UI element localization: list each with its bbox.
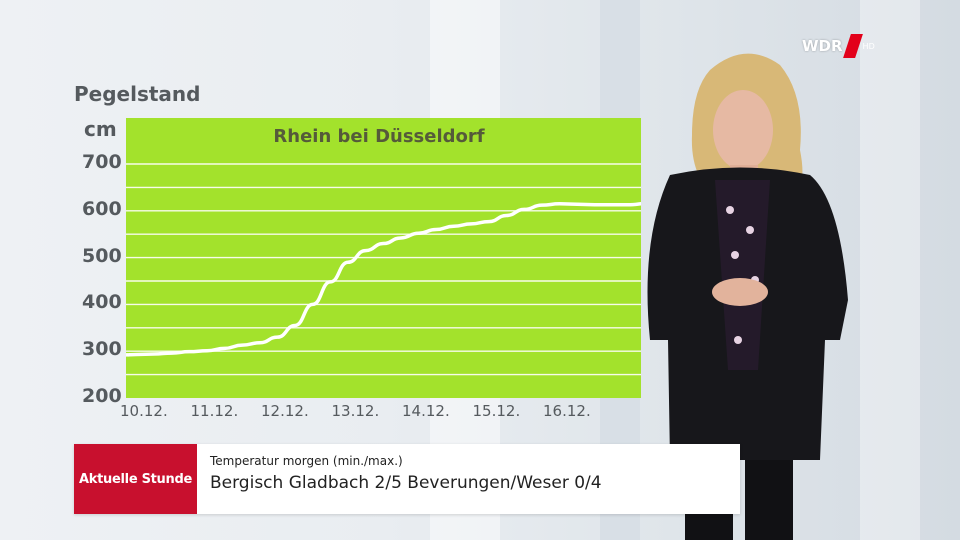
presenter-figure xyxy=(647,53,848,540)
x-tick-label: 10.12. xyxy=(120,402,168,420)
x-tick-label: 15.12. xyxy=(472,402,521,420)
x-tick-label: 16.12. xyxy=(543,402,591,420)
lower-third-subtitle: Temperatur morgen (min./max.) xyxy=(210,454,403,468)
y-axis-unit: cm xyxy=(84,117,117,141)
program-brand: Aktuelle Stunde xyxy=(79,471,192,487)
x-tick-label: 11.12. xyxy=(190,402,239,420)
y-tick-label: 500 xyxy=(82,244,122,267)
studio-panel xyxy=(860,0,920,540)
y-tick-label: 300 xyxy=(82,338,122,361)
y-tick-label: 400 xyxy=(82,291,122,314)
y-axis-title: Pegelstand xyxy=(74,82,201,106)
lower-third-main: Bergisch Gladbach 2/5 Beverungen/Weser 0… xyxy=(210,473,602,493)
program-brand-box: Aktuelle Stunde xyxy=(74,444,197,514)
water-level-line xyxy=(126,201,641,357)
x-tick-label: 14.12. xyxy=(402,402,450,420)
x-tick-label: 13.12. xyxy=(331,402,380,420)
chart-title: Rhein bei Düsseldorf xyxy=(273,126,484,147)
y-tick-label: 700 xyxy=(82,151,122,173)
x-tick-label: 12.12. xyxy=(261,402,309,420)
logo-hd: HD xyxy=(862,41,875,51)
channel-logo: WDR HD xyxy=(802,34,875,58)
logo-mark-icon xyxy=(842,34,863,58)
water-level-chart: Rhein bei Düsseldorf xyxy=(126,118,641,398)
logo-text: WDR xyxy=(802,37,843,55)
y-tick-label: 200 xyxy=(82,385,122,407)
y-tick-label: 600 xyxy=(82,197,122,220)
lower-third: Aktuelle Stunde Temperatur morgen (min./… xyxy=(74,444,740,514)
